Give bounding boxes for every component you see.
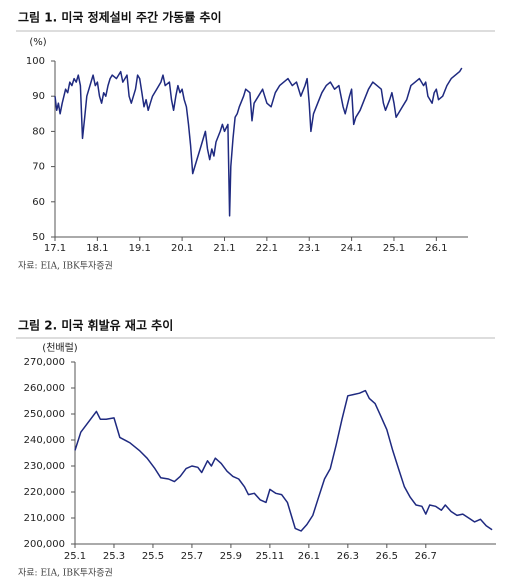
y-tick-label: 270,000 <box>24 357 65 368</box>
y-tick-label: 80 <box>32 126 45 137</box>
y-unit: (천배럴) <box>42 341 78 354</box>
x-tick-label: 26.1 <box>425 243 447 254</box>
x-tick-label: 25.5 <box>142 551 164 562</box>
y-tick-label: 60 <box>32 197 45 208</box>
x-tick-label: 22.1 <box>256 243 278 254</box>
data-line <box>54 67 463 217</box>
x-tick-label: 24.1 <box>340 243 362 254</box>
y-tick-label: 260,000 <box>24 383 65 394</box>
x-tick-label: 26.1 <box>298 551 320 562</box>
y-tick-label: 50 <box>32 232 45 243</box>
x-tick-label: 25.11 <box>256 551 285 562</box>
y-tick-label: 250,000 <box>24 409 65 420</box>
x-tick-label: 17.1 <box>44 243 66 254</box>
x-tick-label: 26.3 <box>337 551 359 562</box>
x-tick-label: 23.1 <box>298 243 320 254</box>
data-line <box>74 389 493 532</box>
source-note: 자료: EIA, IBK투자증권 <box>18 260 113 272</box>
x-tick-label: 25.1 <box>383 243 405 254</box>
x-tick-label: 21.1 <box>213 243 235 254</box>
x-tick-label: 25.9 <box>220 551 242 562</box>
y-unit: (%) <box>29 37 46 48</box>
y-tick-label: 220,000 <box>24 487 65 498</box>
x-tick-label: 25.1 <box>64 551 86 562</box>
chart-title: 그림 1. 미국 정제설비 주간 가동률 추이 <box>18 10 222 25</box>
y-tick-label: 230,000 <box>24 461 65 472</box>
x-tick-label: 25.3 <box>103 551 125 562</box>
y-tick-label: 200,000 <box>24 539 65 550</box>
y-tick-label: 240,000 <box>24 435 65 446</box>
y-tick-label: 210,000 <box>24 513 65 524</box>
y-tick-label: 90 <box>32 91 45 102</box>
y-tick-label: 100 <box>26 56 45 67</box>
x-tick-label: 25.7 <box>181 551 203 562</box>
x-tick-label: 26.7 <box>415 551 437 562</box>
source-note: 자료: EIA, IBK투자증권 <box>18 567 113 579</box>
x-tick-label: 20.1 <box>171 243 193 254</box>
x-tick-label: 19.1 <box>129 243 151 254</box>
y-tick-label: 70 <box>32 162 45 173</box>
x-tick-label: 18.1 <box>86 243 108 254</box>
x-tick-label: 26.5 <box>376 551 398 562</box>
chart-title: 그림 2. 미국 휘발유 재고 추이 <box>18 318 173 333</box>
